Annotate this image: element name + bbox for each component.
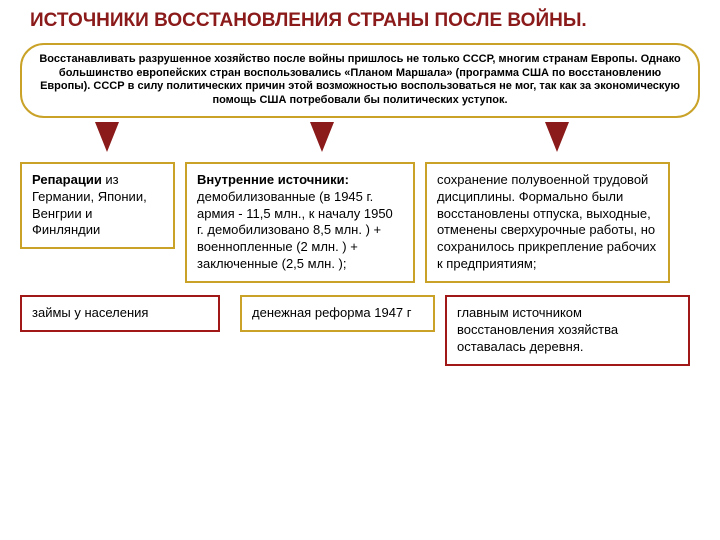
- intro-box: Восстанавливать разрушенное хозяйство по…: [20, 43, 700, 118]
- box-loans: займы у населения: [20, 295, 220, 332]
- box-reparations: Репарации из Германии, Японии, Венгрии и…: [20, 162, 175, 250]
- page-title: ИСТОЧНИКИ ВОССТАНОВЛЕНИЯ СТРАНЫ ПОСЛЕ ВО…: [0, 0, 720, 39]
- arrow-down-icon: [310, 122, 334, 152]
- box-monetary-reform: денежная реформа 1947 г: [240, 295, 435, 332]
- arrow-down-icon: [545, 122, 569, 152]
- box-internal-sources: Внутренние источники: демобилизованные (…: [185, 162, 415, 283]
- box-text: демобилизованные (в 1945 г. армия - 11,5…: [197, 189, 393, 272]
- box-village: главным источником восстановления хозяйс…: [445, 295, 690, 366]
- row-bottom: займы у населения денежная реформа 1947 …: [0, 283, 720, 366]
- row-top: Репарации из Германии, Японии, Венгрии и…: [0, 162, 720, 283]
- arrow-row: [0, 122, 720, 160]
- box-label: Внутренние источники:: [197, 172, 349, 187]
- box-label: Репарации: [32, 172, 102, 187]
- box-labor-discipline: сохранение полувоенной трудовой дисципли…: [425, 162, 670, 283]
- arrow-down-icon: [95, 122, 119, 152]
